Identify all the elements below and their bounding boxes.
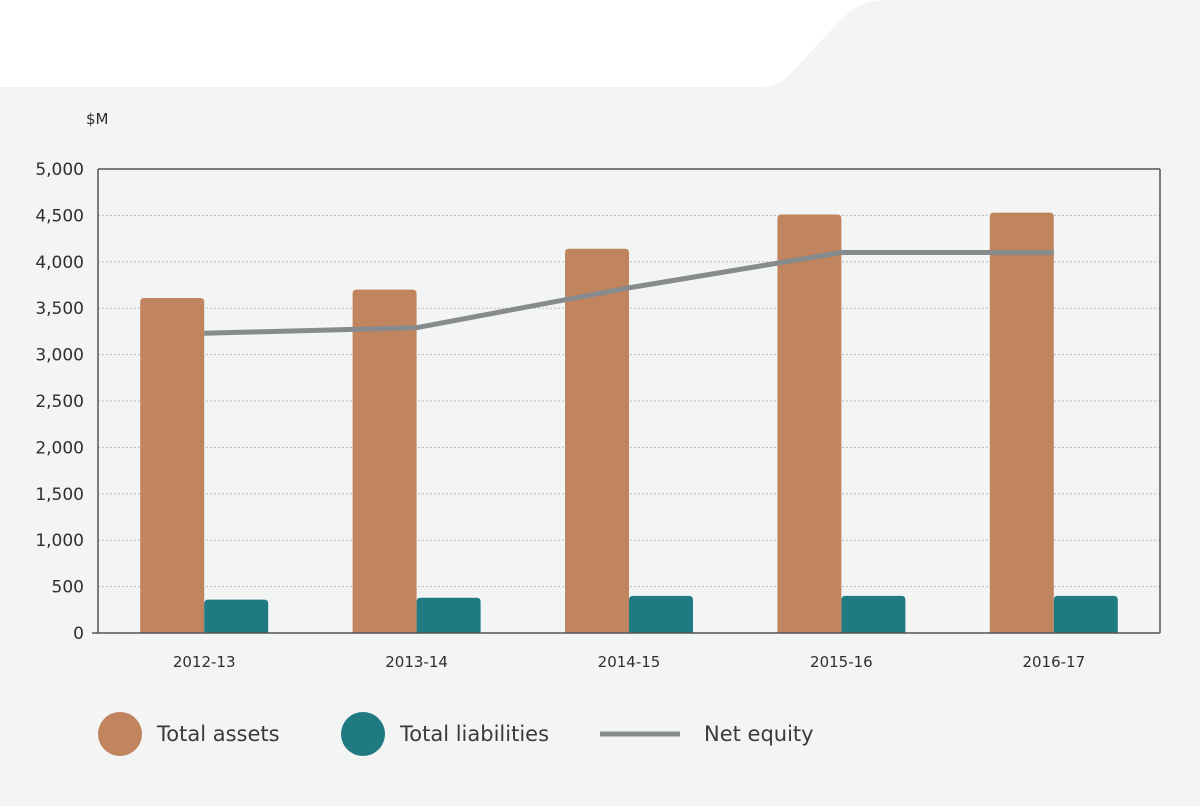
- bar-total-assets: [777, 214, 842, 634]
- axes: [92, 168, 1161, 634]
- x-tick-labels: 2012-13 2013-14 2014-15 2015-16 2016-17: [173, 653, 1085, 671]
- bar-total-assets: [565, 248, 629, 634]
- bar-total-assets: [989, 212, 1054, 633]
- y-unit-label: $M: [86, 110, 109, 128]
- legend-swatch-total-assets: [98, 712, 142, 756]
- y-tick-label: 4,000: [35, 253, 84, 273]
- y-tick-label: 3,500: [35, 299, 84, 319]
- x-tick-label: 2014-15: [598, 653, 661, 671]
- y-tick-label: 1,500: [35, 485, 84, 505]
- x-tick-label: 2012-13: [173, 653, 236, 671]
- legend-label-total-liabilities: Total liabilities: [399, 722, 549, 746]
- bar-total-assets: [352, 289, 417, 633]
- x-tick-label: 2015-16: [810, 653, 873, 671]
- y-tick-label: 4,500: [35, 206, 84, 226]
- y-tick-labels: 0 500 1,000 1,500 2,000 2,500 3,000 3,500 4,000 4…: [35, 160, 84, 644]
- legend-label-total-assets: Total assets: [156, 722, 280, 746]
- gridlines: [98, 168, 1160, 588]
- bar-total-liabilities: [416, 597, 481, 633]
- bar-total-liabilities: [1053, 595, 1118, 633]
- bar-total-assets: [140, 297, 205, 633]
- legend-swatch-total-liabilities: [341, 712, 385, 756]
- bar-total-liabilities: [629, 595, 693, 633]
- bar-total-liabilities: [204, 599, 269, 633]
- x-tick-label: 2016-17: [1022, 653, 1085, 671]
- legend-label-net-equity: Net equity: [704, 722, 814, 746]
- legend: Total assets Total liabilities Net equity: [98, 712, 814, 756]
- y-tick-label: 1,000: [35, 531, 84, 551]
- y-tick-label: 500: [52, 578, 84, 598]
- y-tick-label: 5,000: [35, 160, 84, 180]
- net-equity-line: [204, 250, 1054, 336]
- y-tick-label: 2,000: [35, 438, 84, 458]
- y-tick-label: 2,500: [35, 392, 84, 412]
- bar-total-liabilities: [841, 595, 906, 633]
- y-tick-label: 0: [73, 624, 84, 644]
- y-tick-label: 3,000: [35, 346, 84, 366]
- x-tick-label: 2013-14: [385, 653, 448, 671]
- bars: [140, 212, 1118, 634]
